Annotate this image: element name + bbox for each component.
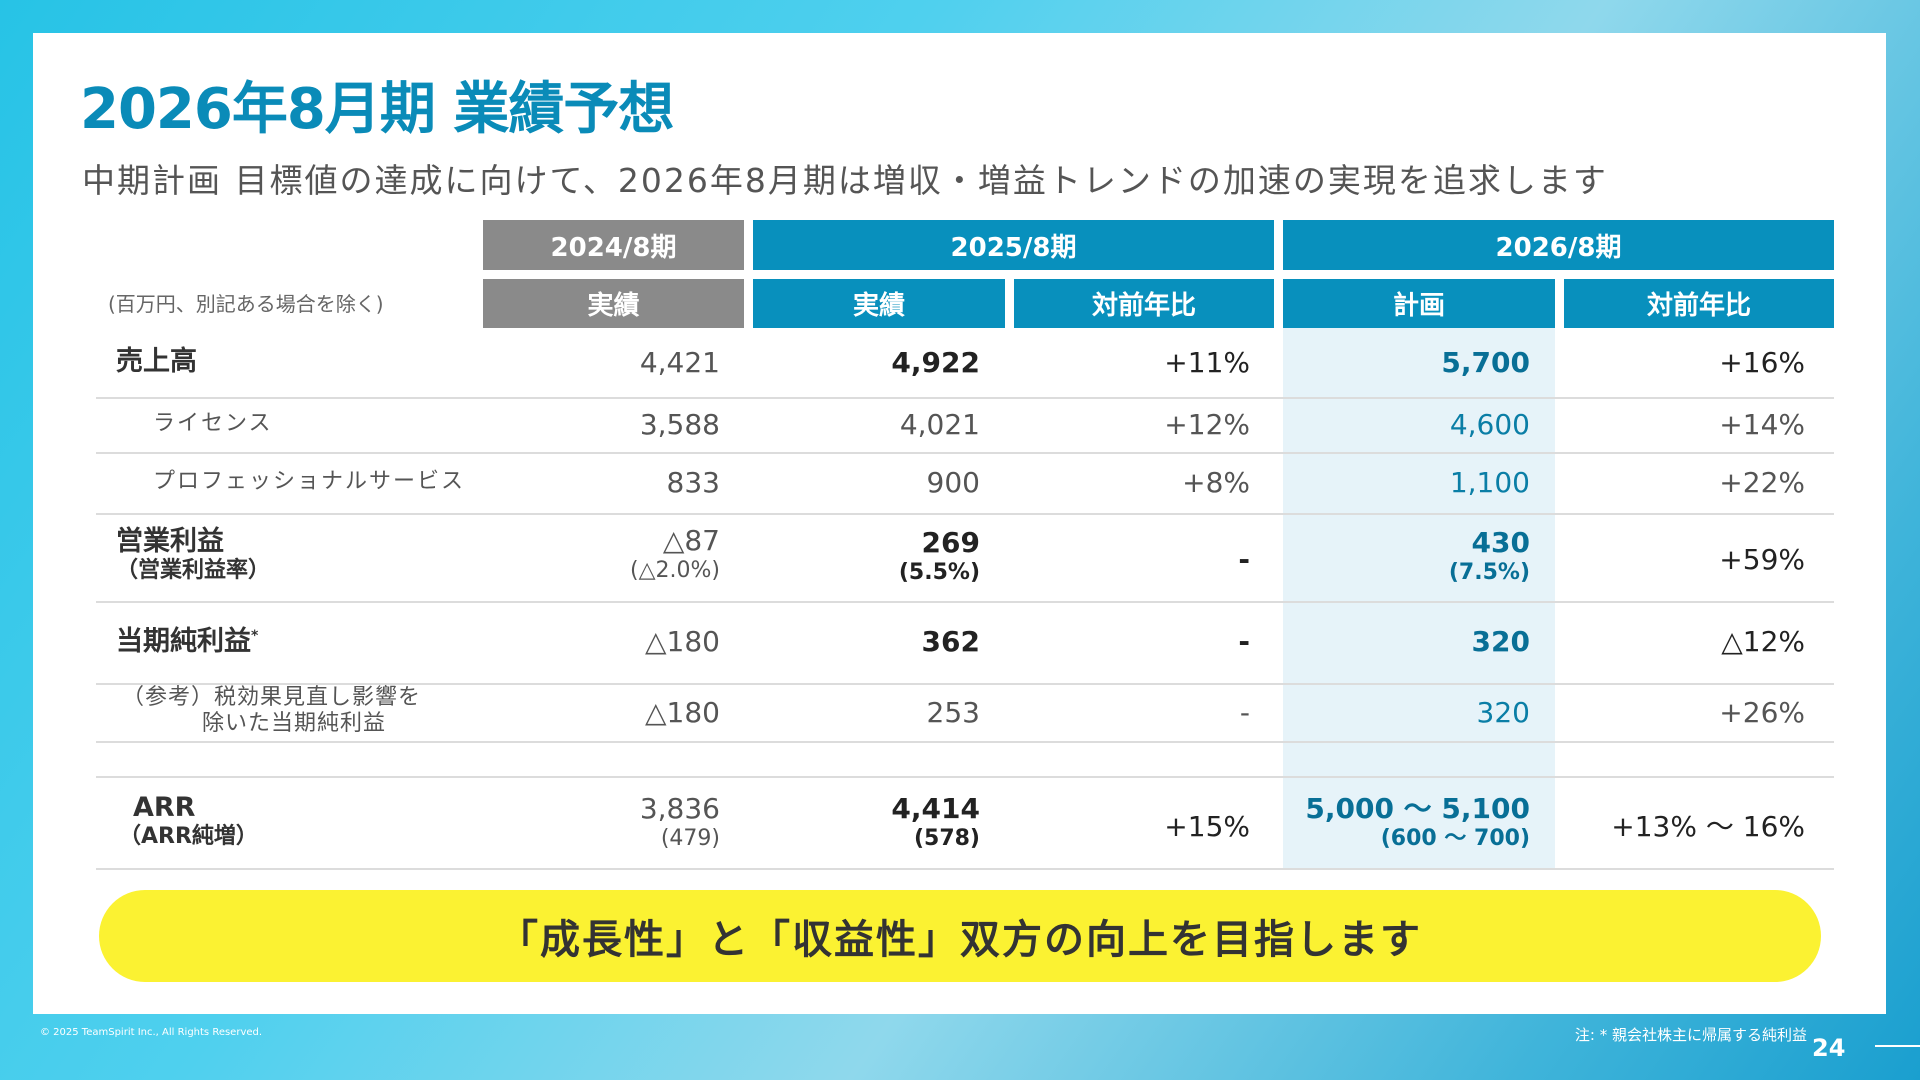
message-banner: 「成長性」と「収益性」双方の向上を目指します <box>99 890 1821 982</box>
cell-adj-2025: 253 <box>926 696 980 729</box>
cell-ni-yoy-2026: △12% <box>1721 625 1805 658</box>
row-divider <box>96 741 1834 743</box>
label-operating-margin: （営業利益率） <box>116 558 271 584</box>
header-fy2024: 2024/8期 <box>483 220 744 270</box>
page-title: 2026年8月期 業績予想 <box>80 77 674 142</box>
value-arr-inc-plan-2026: (600 〜 700) <box>1380 825 1530 851</box>
row-label-net-income: 当期純利益* <box>116 626 258 658</box>
value-op-margin-2024: (△2.0%) <box>630 557 720 583</box>
value-arr-2024: 3,836 <box>639 792 720 825</box>
cell-op-yoy-2025: - <box>1238 543 1250 576</box>
row-label-revenue: 売上高 <box>116 346 197 377</box>
cell-op-2025: 269 (5.5%) <box>790 526 980 586</box>
value-op-margin-2025: (5.5%) <box>898 559 980 585</box>
cell-ps-2025: 900 <box>926 466 980 499</box>
cell-ni-2024: △180 <box>645 625 720 658</box>
cell-ni-yoy-2025: - <box>1238 625 1250 658</box>
cell-license-plan-2026: 4,600 <box>1449 408 1530 441</box>
row-divider <box>96 868 1834 870</box>
label-arr-net-increase: （ARR純増） <box>119 824 258 850</box>
cell-license-yoy-2025: +12% <box>1164 408 1250 441</box>
row-divider <box>96 513 1834 515</box>
cell-arr-plan-2026: 5,000 〜 5,100 (600 〜 700) <box>1300 792 1530 852</box>
header-plan-2026: 計画 <box>1283 279 1555 328</box>
cell-adj-2024: △180 <box>645 696 720 729</box>
row-divider <box>96 397 1834 399</box>
header-fy2025: 2025/8期 <box>753 220 1274 270</box>
label-operating-income: 営業利益 <box>116 526 224 557</box>
cell-license-2024: 3,588 <box>639 408 720 441</box>
value-arr-plan-2026: 5,000 〜 5,100 <box>1305 792 1530 825</box>
cell-license-2025: 4,021 <box>899 408 980 441</box>
cell-ni-2025: 362 <box>921 625 980 658</box>
cell-adj-yoy-2025: - <box>1239 696 1250 729</box>
cell-ni-plan-2026: 320 <box>1471 625 1530 658</box>
cell-op-yoy-2026: +59% <box>1719 543 1805 576</box>
plan-column-highlight <box>1283 328 1555 870</box>
row-divider <box>96 452 1834 454</box>
cell-op-2024: △87 (△2.0%) <box>540 524 720 584</box>
header-yoy-2025: 対前年比 <box>1014 279 1274 328</box>
cell-ps-yoy-2026: +22% <box>1719 466 1805 499</box>
value-arr-inc-2024: (479) <box>660 825 720 851</box>
row-divider <box>96 683 1834 685</box>
cell-ps-2024: 833 <box>666 466 720 499</box>
cell-adj-plan-2026: 320 <box>1476 696 1530 729</box>
cell-op-plan-2026: 430 (7.5%) <box>1300 526 1530 586</box>
header-actual-2024: 実績 <box>483 279 744 328</box>
header-actual-2025: 実績 <box>753 279 1005 328</box>
value-op-2025: 269 <box>921 526 980 559</box>
cell-license-yoy-2026: +14% <box>1719 408 1805 441</box>
cell-ps-yoy-2025: +8% <box>1182 466 1250 499</box>
cell-revenue-yoy-2025: +11% <box>1164 346 1250 379</box>
cell-revenue-plan-2026: 5,700 <box>1441 346 1530 379</box>
footnote-mark: * <box>251 628 259 644</box>
footnote: 注: * 親会社株主に帰属する純利益 <box>1574 1026 1807 1044</box>
unit-note: (百万円、別記ある場合を除く) <box>108 292 384 316</box>
cell-arr-2025: 4,414 (578) <box>790 792 980 852</box>
page-number: 24 <box>1812 1034 1846 1062</box>
page-number-line <box>1875 1045 1920 1047</box>
header-yoy-2026: 対前年比 <box>1564 279 1834 328</box>
row-label-arr: ARR （ARR純増） <box>119 792 258 851</box>
header-fy2026: 2026/8期 <box>1283 220 1834 270</box>
label-adjusted-line2: 除いた当期純利益 <box>202 711 387 737</box>
value-arr-inc-2025: (578) <box>913 825 980 851</box>
copyright: © 2025 TeamSpirit Inc., All Rights Reser… <box>40 1027 263 1038</box>
value-op-2024: △87 <box>662 524 720 557</box>
row-label-net-income-adjusted: （参考）税効果見直し影響を 除いた当期純利益 <box>122 685 421 738</box>
cell-arr-2024: 3,836 (479) <box>540 792 720 852</box>
label-net-income: 当期純利益 <box>116 626 251 657</box>
value-op-margin-plan-2026: (7.5%) <box>1448 559 1530 585</box>
slide-panel <box>33 33 1886 1014</box>
cell-arr-yoy-2026: +13% 〜 16% <box>1611 810 1805 843</box>
cell-revenue-2025: 4,922 <box>891 346 980 379</box>
cell-revenue-2024: 4,421 <box>639 346 720 379</box>
row-label-operating-income: 営業利益 （営業利益率） <box>116 526 270 585</box>
label-arr: ARR <box>133 792 196 823</box>
value-op-plan-2026: 430 <box>1471 526 1530 559</box>
label-adjusted-line1: （参考）税効果見直し影響を <box>122 685 422 710</box>
row-label-license: ライセンス <box>153 411 273 436</box>
row-label-professional-services: プロフェッショナルサービス <box>153 469 466 494</box>
cell-arr-yoy-2025: +15% <box>1164 810 1250 843</box>
page-subtitle: 中期計画 目標値の達成に向けて、2026年8月期は増収・増益トレンドの加速の実現… <box>82 161 1608 200</box>
row-divider <box>96 776 1834 778</box>
cell-adj-yoy-2026: +26% <box>1719 696 1805 729</box>
value-arr-2025: 4,414 <box>891 792 980 825</box>
cell-revenue-yoy-2026: +16% <box>1719 346 1805 379</box>
row-divider <box>96 601 1834 603</box>
cell-ps-plan-2026: 1,100 <box>1449 466 1530 499</box>
